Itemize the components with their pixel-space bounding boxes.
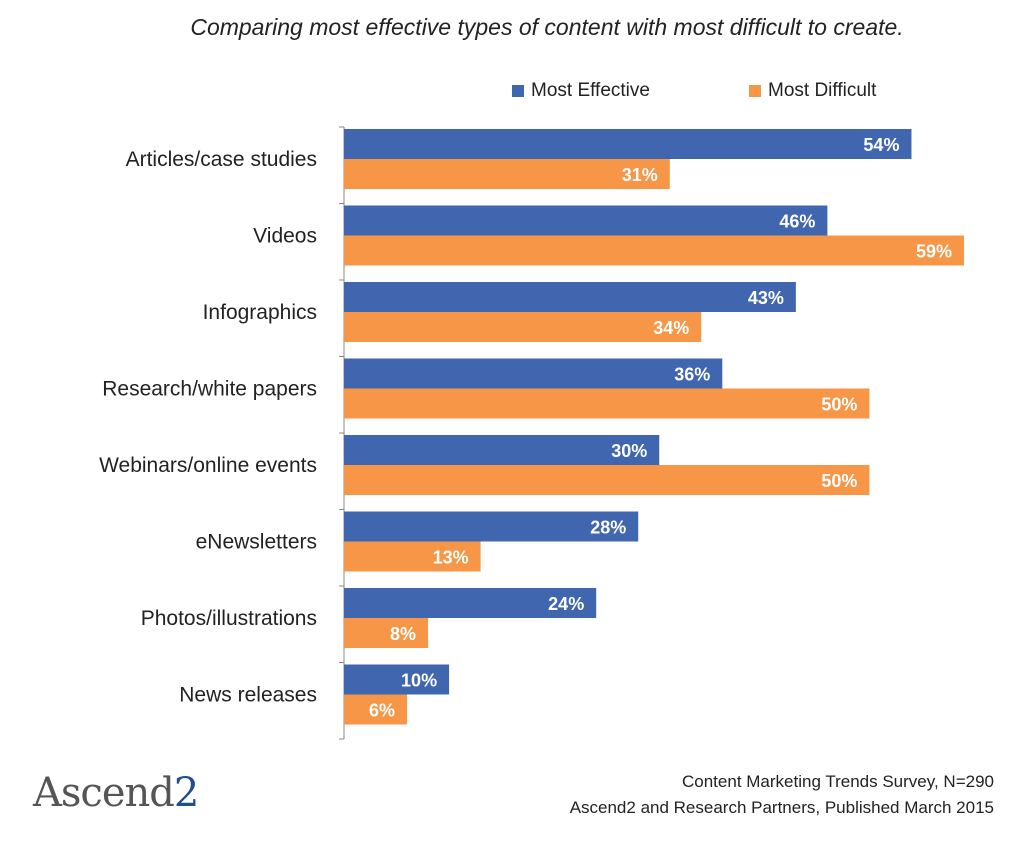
legend-swatch-difficult: [749, 85, 761, 97]
bar-most-difficult: [344, 159, 670, 189]
bar-most-effective: [344, 282, 796, 312]
data-label: 28%: [590, 518, 626, 538]
category-label: Webinars/online events: [99, 454, 317, 477]
data-label: 6%: [369, 701, 395, 721]
source-line-1: Content Marketing Trends Survey, N=290: [682, 772, 994, 791]
data-label: 24%: [548, 594, 584, 614]
category-label: Articles/case studies: [126, 148, 317, 171]
bar-most-effective: [344, 358, 723, 389]
category-label: eNewsletters: [196, 531, 317, 554]
ascend2-logo: Ascend2: [33, 770, 199, 816]
data-label: 31%: [622, 165, 658, 185]
bar-most-difficult: [344, 694, 408, 725]
data-label: 50%: [821, 471, 857, 491]
chart-title: Comparing most effective types of conten…: [190, 14, 904, 40]
legend-swatch-effective: [512, 85, 524, 97]
logo-suffix: 2: [173, 770, 199, 816]
bar-most-effective: [344, 588, 597, 618]
category-label: News releases: [179, 684, 317, 707]
bar-most-effective: [344, 511, 639, 542]
data-label: 10%: [401, 671, 437, 691]
bar-most-effective: [344, 129, 912, 159]
source-line-2: Ascend2 and Research Partners, Published…: [569, 798, 994, 817]
data-label: 43%: [748, 288, 784, 308]
bar-most-effective: [344, 435, 660, 465]
data-label: 13%: [433, 548, 469, 568]
bar-chart: Articles/case studies 54% 31% Videos 46% 59% I…: [99, 126, 964, 740]
data-label: 30%: [611, 441, 647, 461]
category-label: Infographics: [203, 301, 317, 324]
bar-most-difficult: [344, 465, 870, 495]
legend-item-most-difficult: Most Difficult: [749, 80, 876, 102]
bar-most-difficult: [344, 235, 964, 266]
category-label: Videos: [253, 225, 317, 248]
data-label: 59%: [916, 242, 952, 262]
category-label: Photos/illustrations: [141, 607, 317, 630]
bar-most-difficult: [344, 388, 870, 419]
category-label: Research/white papers: [102, 378, 317, 401]
bar-most-difficult: [344, 541, 481, 572]
logo-text: Ascend: [33, 770, 175, 816]
data-label: 54%: [863, 135, 899, 155]
data-label: 50%: [821, 395, 857, 415]
data-label: 8%: [390, 624, 416, 644]
legend-label-effective: Most Effective: [531, 80, 650, 101]
bar-most-effective: [344, 664, 450, 695]
legend-label-difficult: Most Difficult: [768, 80, 877, 101]
bar-most-difficult: [344, 312, 702, 342]
data-label: 46%: [779, 212, 815, 232]
bar-most-difficult: [344, 618, 429, 648]
data-label: 36%: [674, 365, 710, 385]
bar-most-effective: [344, 205, 828, 236]
legend-item-most-effective: Most Effective: [512, 80, 650, 102]
data-label: 34%: [653, 318, 689, 338]
